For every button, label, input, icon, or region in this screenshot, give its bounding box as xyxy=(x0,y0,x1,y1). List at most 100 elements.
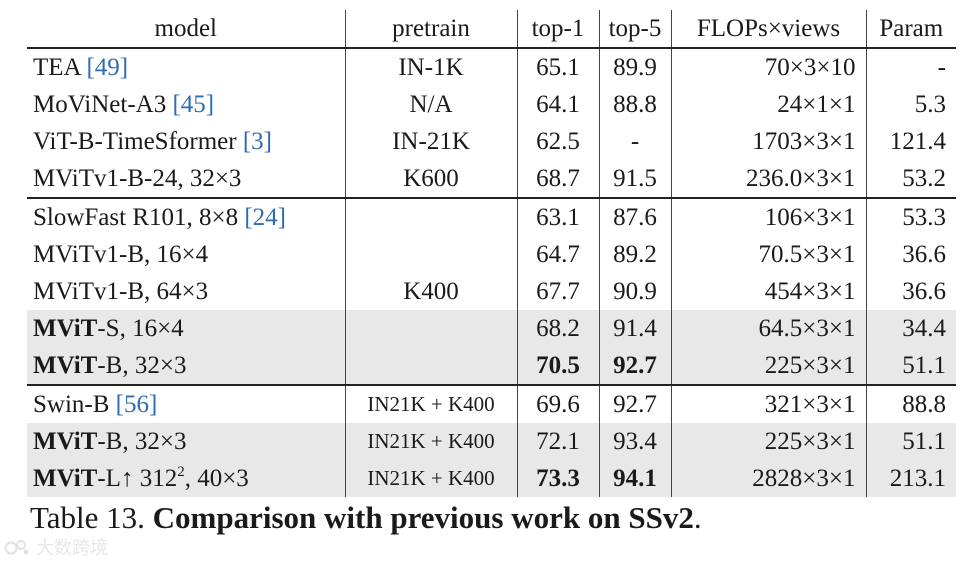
cell-top5-bold-value: 92.7 xyxy=(613,352,657,379)
model-name: -B, 32×3 xyxy=(97,352,187,379)
model-name: Swin-B xyxy=(33,391,116,418)
table-row: TEA [49] IN-1K 65.1 89.9 70×3×10- xyxy=(27,48,956,86)
cell-top1: 70.5 xyxy=(516,347,599,385)
model-name: MoViNet-A3 xyxy=(33,91,173,118)
cell-param: 213.1 xyxy=(865,460,956,497)
cell-top5: - xyxy=(598,123,671,160)
cell-flops: 106×3×1 xyxy=(670,197,866,236)
cell-model: MViT-L↑ 3122, 40×3 xyxy=(27,460,345,497)
cell-param: 34.4 xyxy=(865,310,956,347)
cell-top5: 87.6 xyxy=(598,197,671,236)
model-name: -S, 16×4 xyxy=(97,315,184,342)
cell-top1: 73.3 xyxy=(516,460,599,497)
cell-model: MViTv1-B, 16×4 xyxy=(27,236,345,273)
cell-top5: 89.9 xyxy=(598,48,671,86)
caption-period: . xyxy=(693,500,702,535)
model-name: MViTv1-B, 64×3 xyxy=(33,278,209,305)
cell-model: MViT-B, 32×3 xyxy=(27,347,345,385)
cell-pretrain: K600 xyxy=(344,160,517,198)
cell-model: MViTv1-B, 64×3 xyxy=(27,273,345,310)
model-name: -L↑ 312 xyxy=(97,465,178,492)
cell-param: 121.4 xyxy=(865,123,956,160)
cell-flops: 236.0×3×1 xyxy=(670,160,866,198)
caption-title: Comparison with previous work on SSv2 xyxy=(152,500,694,535)
table-row: MViTv1-B, 64×3 67.7 90.9 454×3×1 36.6 xyxy=(27,273,956,310)
citation-link[interactable]: [56] xyxy=(115,391,158,418)
header-model: model xyxy=(27,10,345,49)
cell-model: MoViNet-A3 [45] xyxy=(27,86,345,123)
table-row: MViTv1-B-24, 32×3 K600 68.7 91.5 236.0×3×1 53… xyxy=(27,160,956,198)
header-flops: FLOPs×views xyxy=(670,10,866,49)
cell-pretrain: IN-1K xyxy=(344,48,517,86)
cell-top1: 62.5 xyxy=(516,123,599,160)
model-name: TEA xyxy=(33,54,87,81)
table-row: ViT-B-TimeSformer [3] IN-21K 62.5-1703×3×1… xyxy=(27,123,956,160)
cell-top5: 88.8 xyxy=(598,86,671,123)
cell-top5: 94.1 xyxy=(598,460,671,497)
cell-flops: 1703×3×1 xyxy=(670,123,866,160)
cell-param: 53.3 xyxy=(865,197,956,236)
cell-top1-bold-value: 73.3 xyxy=(536,465,580,492)
cell-top1: 69.6 xyxy=(516,384,599,423)
model-name: ViT-B-TimeSformer xyxy=(33,128,243,155)
cell-pretrain: IN21K + K400 xyxy=(344,384,517,423)
citation-link[interactable]: [49] xyxy=(86,54,129,81)
cell-top1: 63.1 xyxy=(516,197,599,236)
cell-top5: 92.7 xyxy=(598,384,671,423)
ink-drop-logo-icon xyxy=(4,540,29,555)
cell-param: 51.1 xyxy=(865,423,956,460)
watermark: 大数跨境 xyxy=(4,534,108,560)
model-bold-name: MViT xyxy=(33,315,98,342)
cell-top5: 91.4 xyxy=(598,310,671,347)
cell-top5: 91.5 xyxy=(598,160,671,198)
cell-top1: 65.1 xyxy=(516,48,599,86)
header-pretrain: pretrain xyxy=(344,10,517,49)
citation-link[interactable]: [3] xyxy=(242,128,273,155)
cell-model: ViT-B-TimeSformer [3] xyxy=(27,123,345,160)
table-row: MViT-S, 16×4 68.2 91.4 64.5×3×1 34.4 xyxy=(27,310,956,347)
cell-top1: 64.1 xyxy=(516,86,599,123)
cell-flops: 64.5×3×1 xyxy=(670,310,866,347)
caption-label: Table 13. xyxy=(30,500,153,535)
model-name-tail: , 40×3 xyxy=(184,465,249,492)
model-bold-name: MViT xyxy=(33,428,98,455)
cell-param: 36.6 xyxy=(865,236,956,273)
citation-link[interactable]: [24] xyxy=(244,204,287,231)
cell-flops: 225×3×1 xyxy=(670,347,866,385)
table-row: MViT-B, 32×3 70.5 92.7 225×3×1 51.1 xyxy=(27,347,956,385)
table-row: Swin-B [56] IN21K + K400 69.6 92.7 321×3×1 88… xyxy=(27,384,956,423)
cell-top1-bold-value: 70.5 xyxy=(536,352,580,379)
cell-param: 5.3 xyxy=(865,86,956,123)
cell-pretrain: IN-21K xyxy=(344,123,517,160)
cell-flops: 454×3×1 xyxy=(670,273,866,310)
citation-link[interactable]: [45] xyxy=(172,91,215,118)
cell-flops: 321×3×1 xyxy=(670,384,866,423)
cell-param: 51.1 xyxy=(865,347,956,385)
cell-flops: 225×3×1 xyxy=(670,423,866,460)
cell-top1: 67.7 xyxy=(516,273,599,310)
model-name: MViTv1-B, 16×4 xyxy=(33,241,209,268)
table-row: MViTv1-B, 16×4 64.7 89.2 70.5×3×1 36.6 xyxy=(27,236,956,273)
table-row: MViT-B, 32×3 IN21K + K400 72.1 93.4 225×3×1 5… xyxy=(27,423,956,460)
cell-param: 88.8 xyxy=(865,384,956,423)
cell-top5: 93.4 xyxy=(598,423,671,460)
model-name: SlowFast R101, 8×8 xyxy=(33,204,245,231)
cell-model: SlowFast R101, 8×8 [24] xyxy=(27,197,345,236)
cell-top1: 68.7 xyxy=(516,160,599,198)
cell-model: MViTv1-B-24, 32×3 xyxy=(27,160,345,198)
table-row: MoViNet-A3 [45] N/A 64.1 88.8 24×1×1 5.3 xyxy=(27,86,956,123)
header-row: model pretrain top-1 top-5 FLOPs×views P… xyxy=(27,10,956,49)
cell-top5: 90.9 xyxy=(598,273,671,310)
cell-pretrain: IN21K + K400 xyxy=(344,423,517,460)
cell-flops: 24×1×1 xyxy=(670,86,866,123)
cell-flops: 2828×3×1 xyxy=(670,460,866,497)
table-body: TEA [49] IN-1K 65.1 89.9 70×3×10- MoViNet-A3 … xyxy=(27,48,956,497)
pretrain-value: K400 xyxy=(403,278,459,305)
cell-model: MViT-B, 32×3 xyxy=(27,423,345,460)
model-name: MViTv1-B-24, 32×3 xyxy=(33,165,242,192)
cell-pretrain: N/A xyxy=(344,86,517,123)
watermark-text: 大数跨境 xyxy=(36,538,108,559)
model-bold-name: MViT xyxy=(33,352,98,379)
table-row: SlowFast R101, 8×8 [24] K400 63.1 87.6 106×3… xyxy=(27,197,956,385)
cell-pretrain: IN21K + K400 xyxy=(344,460,517,497)
